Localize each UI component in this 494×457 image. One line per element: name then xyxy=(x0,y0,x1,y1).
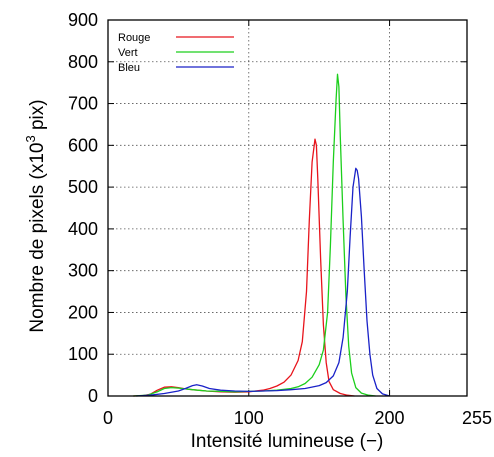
legend-label-bleu: Bleu xyxy=(118,62,140,74)
y-tick-label: 200 xyxy=(68,302,98,322)
legend: Rouge Vert Bleu xyxy=(118,32,234,74)
y-tick-label: 600 xyxy=(68,135,98,155)
y-tick-label: 900 xyxy=(68,10,98,30)
legend-label-rouge: Rouge xyxy=(118,32,150,44)
series-line-vert xyxy=(133,73,376,397)
data-series xyxy=(133,73,390,397)
y-axis-title-tail: pix) xyxy=(27,99,48,135)
y-axis-title-main: Nombre de pixels (x10 xyxy=(27,143,48,333)
tick-labels: 0 100 200 300 400 500 600 700 800 900 0 100 200 255 xyxy=(68,10,492,428)
y-tick-label: 300 xyxy=(68,261,98,281)
x-axis-title: Intensité lumineuse (−) xyxy=(191,431,384,452)
grid-lines xyxy=(108,20,467,396)
x-tick-label: 100 xyxy=(234,408,264,428)
x-tick-label: 255 xyxy=(462,408,492,428)
y-tick-label: 800 xyxy=(68,52,98,72)
series-line-bleu xyxy=(136,167,390,397)
y-tick-label: 400 xyxy=(68,219,98,239)
plot-frame xyxy=(107,19,468,397)
y-tick-label: 500 xyxy=(68,177,98,197)
legend-label-vert: Vert xyxy=(118,47,138,59)
y-axis-title-superscript: 3 xyxy=(23,135,38,142)
axis-ticks xyxy=(107,19,468,397)
x-tick-label: 0 xyxy=(103,408,113,428)
y-tick-label: 100 xyxy=(68,344,98,364)
y-tick-label: 0 xyxy=(88,386,98,406)
y-tick-label: 700 xyxy=(68,94,98,114)
x-tick-label: 200 xyxy=(375,408,405,428)
y-axis-title: Nombre de pixels (x103 pix) xyxy=(23,99,48,332)
